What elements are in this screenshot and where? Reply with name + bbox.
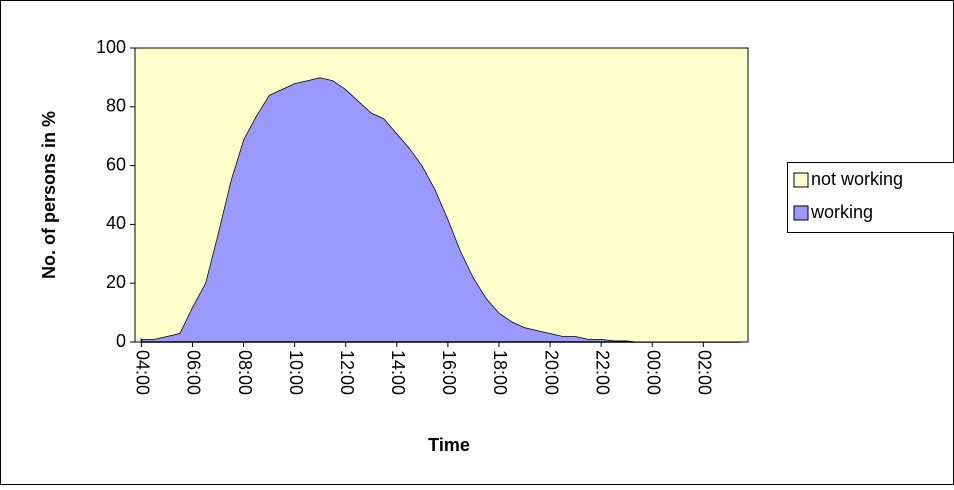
x-tick-label: 00:00: [643, 350, 663, 395]
x-tick-label: 22:00: [592, 350, 612, 395]
x-tick-label: 18:00: [490, 350, 510, 395]
x-tick-label: 16:00: [439, 350, 459, 395]
x-tick-label: 14:00: [388, 350, 408, 395]
legend-swatch: [794, 206, 808, 220]
y-tick-label: 40: [106, 213, 126, 233]
x-tick-label: 04:00: [133, 350, 153, 395]
x-tick-label: 10:00: [286, 350, 306, 395]
y-tick-label: 80: [106, 96, 126, 116]
y-axis-title: No. of persons in %: [39, 111, 59, 279]
x-tick-label: 12:00: [337, 350, 357, 395]
x-tick-label: 06:00: [184, 350, 204, 395]
x-tick-label: 02:00: [695, 350, 715, 395]
legend-label: not working: [811, 169, 903, 189]
y-tick-label: 60: [106, 154, 126, 174]
x-axis-title: Time: [428, 435, 470, 455]
legend-swatch: [794, 173, 808, 187]
y-tick-label: 20: [106, 272, 126, 292]
y-tick-label: 0: [116, 331, 126, 351]
x-tick-label: 08:00: [235, 350, 255, 395]
legend-label: working: [810, 202, 873, 222]
y-tick-label: 100: [96, 37, 126, 57]
x-tick-label: 20:00: [541, 350, 561, 395]
